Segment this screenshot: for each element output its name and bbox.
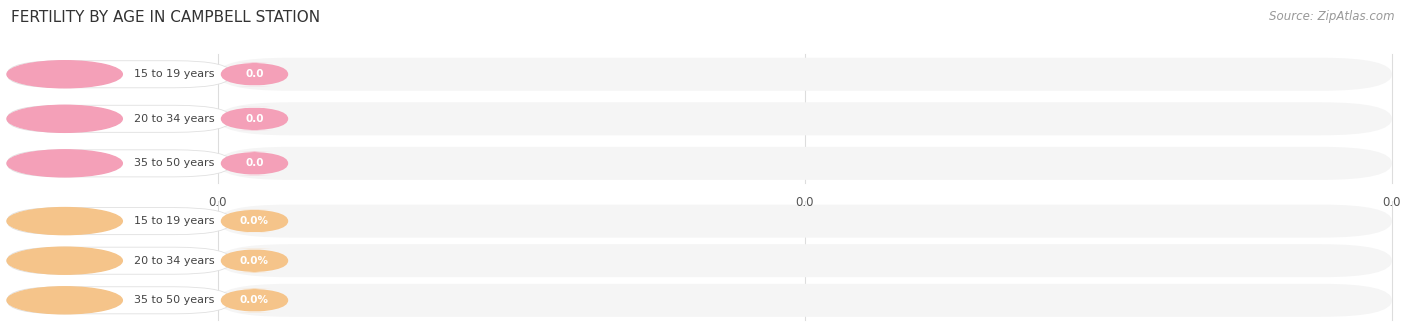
Text: Source: ZipAtlas.com: Source: ZipAtlas.com [1270,10,1395,23]
Circle shape [7,247,122,274]
FancyBboxPatch shape [218,102,1392,135]
Text: 15 to 19 years: 15 to 19 years [134,216,214,226]
Text: 0.0: 0.0 [245,158,264,168]
FancyBboxPatch shape [218,205,1392,238]
Text: 20 to 34 years: 20 to 34 years [134,256,214,266]
FancyBboxPatch shape [221,249,288,273]
FancyBboxPatch shape [7,105,232,132]
FancyBboxPatch shape [7,150,232,177]
Text: 0.0%: 0.0% [240,295,269,305]
FancyBboxPatch shape [218,284,1392,317]
FancyBboxPatch shape [221,209,288,233]
Text: 0.0%: 0.0% [240,216,269,226]
Text: 0.0: 0.0 [208,196,228,209]
Circle shape [7,105,122,132]
FancyBboxPatch shape [7,287,232,314]
FancyBboxPatch shape [218,58,1392,91]
FancyBboxPatch shape [218,147,1392,180]
Circle shape [7,208,122,235]
FancyBboxPatch shape [221,288,288,312]
Text: FERTILITY BY AGE IN CAMPBELL STATION: FERTILITY BY AGE IN CAMPBELL STATION [11,10,321,25]
FancyBboxPatch shape [221,151,288,175]
Circle shape [7,61,122,88]
FancyBboxPatch shape [221,107,288,131]
Text: 35 to 50 years: 35 to 50 years [134,158,214,168]
FancyBboxPatch shape [7,208,232,235]
Circle shape [7,150,122,177]
Text: 20 to 34 years: 20 to 34 years [134,114,214,124]
Text: 0.0: 0.0 [1382,196,1402,209]
Text: 0.0: 0.0 [796,196,814,209]
Circle shape [7,287,122,314]
FancyBboxPatch shape [7,61,232,88]
Text: 15 to 19 years: 15 to 19 years [134,69,214,79]
Text: 0.0: 0.0 [245,69,264,79]
FancyBboxPatch shape [221,62,288,86]
Text: 0.0: 0.0 [245,114,264,124]
FancyBboxPatch shape [218,244,1392,277]
Text: 0.0%: 0.0% [240,256,269,266]
Text: 35 to 50 years: 35 to 50 years [134,295,214,305]
FancyBboxPatch shape [7,247,232,274]
